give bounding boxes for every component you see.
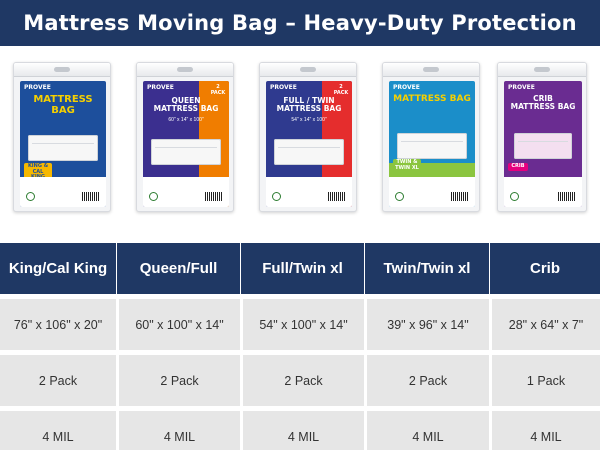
brand-logo: PROVEE — [270, 84, 297, 91]
product-title: CRIB MATTRESS BAG — [510, 94, 576, 111]
product-gallery: PROVEE MATTRESS BAG KING & CAL KING PROV… — [0, 52, 600, 214]
barcode-icon — [82, 192, 100, 201]
table-cell: 39" x 96" x 14" — [364, 299, 489, 350]
recycle-icon — [272, 192, 281, 201]
header-queen: Queen/Full — [116, 243, 240, 294]
product-card-5: PROVEE CRIB MATTRESS BAG CRIB — [504, 81, 582, 207]
pack-badge: 2 PACK — [333, 84, 349, 96]
header-king: King/Cal King — [8, 260, 108, 277]
barcode-icon — [451, 192, 469, 201]
product-title: MATTRESS BAG — [33, 94, 93, 116]
header-full: Full/Twin xl — [240, 243, 364, 294]
product-size: 54" x 14" x 100" — [291, 117, 327, 123]
barcode-icon — [328, 192, 346, 201]
table-cell: 1 Pack — [489, 355, 600, 406]
mattress-illustration — [151, 139, 221, 165]
barcode-icon — [558, 192, 576, 201]
product-title: FULL / TWIN MATTRESS BAG — [276, 96, 342, 113]
pack-badge: 2 PACK — [210, 84, 226, 96]
table-cell: 4 MIL — [240, 411, 364, 450]
page-title: Mattress Moving Bag – Heavy-Duty Protect… — [23, 11, 577, 35]
mattress-illustration — [397, 133, 467, 159]
recycle-icon — [510, 192, 519, 201]
product-title: QUEEN MATTRESS BAG — [153, 96, 219, 113]
brand-logo: PROVEE — [393, 84, 420, 91]
table-cell: 76" x 106" x 20" — [0, 299, 116, 350]
brand-logo: PROVEE — [24, 84, 51, 91]
product-card-1: PROVEE MATTRESS BAG KING & CAL KING — [20, 81, 106, 207]
table-cell: 2 Pack — [0, 355, 116, 406]
recycle-icon — [26, 192, 35, 201]
brand-logo: PROVEE — [508, 84, 535, 91]
table-cell: 28" x 64" x 7" — [489, 299, 600, 350]
table-cell: 54" x 100" x 14" — [240, 299, 364, 350]
table-cell: 4 MIL — [116, 411, 240, 450]
product-size: 60" x 14" x 100" — [168, 117, 204, 123]
header-twin: Twin/Twin xl — [364, 243, 489, 294]
product-image-twin: PROVEE MATTRESS BAG TWIN & TWIN XL — [382, 62, 480, 212]
product-image-full: PROVEE 2 PACK FULL / TWIN MATTRESS BAG 5… — [259, 62, 357, 212]
product-title: MATTRESS BAG — [393, 94, 471, 104]
mattress-illustration — [514, 133, 572, 159]
recycle-icon — [395, 192, 404, 201]
product-image-king: PROVEE MATTRESS BAG KING & CAL KING — [13, 62, 111, 212]
product-card-2: PROVEE 2 PACK QUEEN MATTRESS BAG 60" x 1… — [143, 81, 229, 207]
brand-logo: PROVEE — [147, 84, 174, 91]
header-crib: Crib — [489, 243, 600, 294]
barcode-icon — [205, 192, 223, 201]
table-row-thickness: 4 MIL 4 MIL 4 MIL 4 MIL 4 MIL — [0, 411, 600, 450]
table-row-dimensions: 76" x 106" x 20" 60" x 100" x 14" 54" x … — [0, 299, 600, 350]
table-cell: 4 MIL — [364, 411, 489, 450]
size-badge: CRIB — [508, 163, 528, 171]
table-header-row: King/Cal King Queen/Full Full/Twin xl Tw… — [0, 243, 600, 294]
table-cell: 2 Pack — [364, 355, 489, 406]
product-image-crib: PROVEE CRIB MATTRESS BAG CRIB — [497, 62, 587, 212]
mattress-illustration — [274, 139, 344, 165]
table-cell: 4 MIL — [0, 411, 116, 450]
table-row-pack: 2 Pack 2 Pack 2 Pack 2 Pack 1 Pack — [0, 355, 600, 406]
recycle-icon — [149, 192, 158, 201]
size-comparison-table: King/Cal King Queen/Full Full/Twin xl Tw… — [0, 243, 600, 450]
mattress-illustration — [28, 135, 98, 161]
table-cell: 4 MIL — [489, 411, 600, 450]
product-card-4: PROVEE MATTRESS BAG TWIN & TWIN XL — [389, 81, 475, 207]
product-card-3: PROVEE 2 PACK FULL / TWIN MATTRESS BAG 5… — [266, 81, 352, 207]
title-banner: Mattress Moving Bag – Heavy-Duty Protect… — [0, 0, 600, 46]
table-cell: 60" x 100" x 14" — [116, 299, 240, 350]
table-cell: 2 Pack — [240, 355, 364, 406]
size-badge: TWIN & TWIN XL — [393, 159, 421, 172]
product-image-queen: PROVEE 2 PACK QUEEN MATTRESS BAG 60" x 1… — [136, 62, 234, 212]
table-cell: 2 Pack — [116, 355, 240, 406]
